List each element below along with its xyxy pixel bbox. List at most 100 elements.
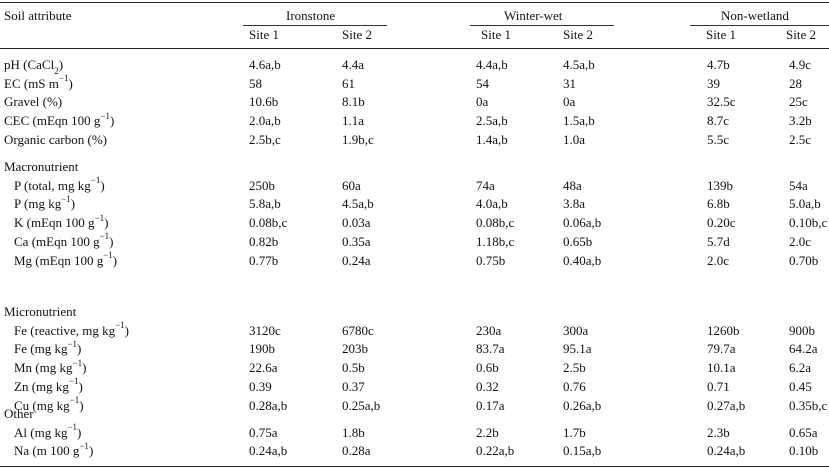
table-cell: 1.8b	[342, 424, 365, 440]
table-cell: 230a	[476, 322, 502, 338]
table-cell: 0.17a	[476, 397, 505, 413]
table-cell: 4.5a,b	[342, 196, 374, 212]
table-cell: 2.5a,b	[476, 113, 508, 129]
row-label: Fe (mg kg−1)	[14, 339, 82, 357]
table-cell: 0.35a	[342, 233, 371, 249]
table-cell: 2.5b	[563, 360, 586, 376]
table-cell: 0.75b	[476, 252, 506, 268]
table-cell: 2.0c	[789, 233, 812, 249]
table-cell: 0.24a,b	[707, 443, 746, 459]
table-cell: 4.6a,b	[249, 57, 281, 72]
table-cell: 139b	[707, 177, 733, 193]
table-cell: 900b	[789, 322, 815, 338]
bottom-rule	[0, 466, 829, 467]
table-cell: 0.65b	[563, 233, 593, 249]
table-cell: 1.7b	[563, 424, 586, 440]
header-site: Site 1	[481, 27, 511, 42]
table-cell: 83.7a	[476, 341, 505, 357]
table-cell: 2.3b	[707, 424, 730, 440]
row-label-superscript: −1	[94, 212, 105, 223]
table-cell: 300a	[563, 322, 589, 338]
table-cell: 1260b	[707, 322, 740, 338]
header-rule	[0, 48, 829, 49]
table-cell: 0.28a	[342, 443, 371, 459]
table-cell: 64.2a	[789, 341, 818, 357]
table-cell: 0a	[563, 94, 576, 110]
row-label-superscript: −1	[103, 250, 113, 261]
table-cell: 4.9c	[789, 57, 812, 72]
row-label: P (mg kg−1)	[14, 194, 76, 212]
group-rule-ironstone	[243, 25, 387, 26]
table-cell: 61	[342, 75, 355, 91]
section-title: Macronutrient	[4, 159, 79, 174]
table-cell: 0.24a,b	[249, 443, 288, 459]
table-cell: 0.27a,b	[707, 397, 746, 413]
table-cell: 0.76	[563, 378, 586, 394]
table-cell: 5.5c	[707, 131, 730, 147]
table-cell: 1.18b,c	[476, 233, 515, 249]
table-cell: 4.4a,b	[476, 57, 508, 72]
row-label-superscript: −1	[61, 194, 71, 205]
row-label-superscript: −1	[67, 339, 78, 350]
table-cell: 5.0a,b	[789, 196, 821, 212]
table-cell: 8.1b	[342, 94, 365, 110]
table-cell: 0.10b	[789, 443, 819, 459]
header-site: Site 2	[342, 27, 372, 42]
table-cell: 1.9b,c	[342, 131, 374, 147]
row-label: Fe (reactive, mg kg−1)	[14, 320, 129, 338]
row-label-superscript: −1	[90, 175, 101, 186]
table-cell: 2.5c	[789, 131, 812, 147]
table-cell: 5.8a,b	[249, 196, 281, 212]
table-cell: 2.2b	[476, 424, 499, 440]
table-cell: 0.35b,c	[789, 397, 828, 413]
table-cell: 1.1a	[342, 113, 365, 129]
table-cell: 1.4a,b	[476, 131, 508, 147]
table-cell: 4.7b	[707, 57, 730, 72]
row-label: EC (mS m−1)	[4, 73, 73, 91]
table-cell: 10.6b	[249, 94, 279, 110]
table-cell: 4.0a,b	[476, 196, 508, 212]
table-cell: 2.5b,c	[249, 131, 281, 147]
table-cell: 32.5c	[707, 94, 736, 110]
table-cell: 25c	[789, 94, 808, 110]
table-cell: 10.1a	[707, 360, 736, 376]
table-cell: 0.08b,c	[249, 215, 288, 231]
table-cell: 0.71	[707, 378, 730, 394]
header-group-winter-wet: Winter-wet	[504, 8, 563, 23]
row-label: Mn (mg kg−1)	[14, 357, 87, 376]
table-cell: 0.37	[342, 378, 365, 394]
row-label: pH (CaCl2)	[4, 57, 64, 76]
table-cell: 250b	[249, 177, 275, 193]
table-cell: 0.32	[476, 378, 499, 394]
table-cell: 0.06a,b	[563, 215, 602, 231]
row-label: Zn (mg kg−1)	[14, 376, 83, 394]
table-cell: 0.08b,c	[476, 215, 515, 231]
row-label: Gravel (%)	[4, 94, 63, 110]
table-cell: 0.22a,b	[476, 443, 515, 459]
row-label-superscript: −1	[69, 395, 80, 406]
table-cell: 31	[563, 75, 576, 91]
table-cell: 74a	[476, 177, 495, 193]
header-group-non-wetland: Non-wetland	[721, 8, 789, 23]
table-cell: 6.2a	[789, 360, 812, 376]
table-cell: 0.45	[789, 378, 812, 394]
row-label-superscript: −1	[99, 231, 110, 242]
table-cell: 0a	[476, 94, 489, 110]
table-cell: 0.5b	[342, 360, 365, 376]
table-cell: 6.8b	[707, 196, 730, 212]
row-label: Organic carbon (%)	[4, 131, 107, 147]
header-group-ironstone: Ironstone	[286, 8, 336, 23]
group-rule-winter-wet	[470, 25, 614, 26]
row-label-superscript: −1	[100, 110, 110, 121]
table-cell: 0.6b	[476, 360, 499, 376]
header-site: Site 2	[563, 27, 593, 42]
row-label-subscript: 2	[54, 65, 59, 76]
table-cell: 0.75a	[249, 424, 278, 440]
table-cell: 0.24a	[342, 252, 371, 268]
row-label: Na (m 100 g−1)	[14, 441, 94, 459]
table-cell: 0.10b,c	[789, 215, 828, 231]
header-site: Site 2	[786, 27, 816, 42]
row-label: Ca (mEqn 100 g−1)	[14, 231, 114, 249]
table-cell: 2.0a,b	[249, 113, 281, 129]
